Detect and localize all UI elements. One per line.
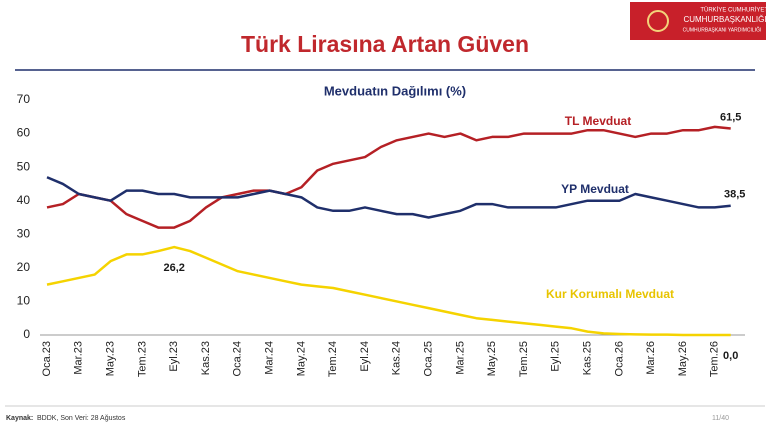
x-tick-label: May.25 (486, 341, 498, 376)
y-tick-label: 20 (17, 260, 31, 274)
logo-line: CUMHURBAŞKANI YARDIMCILIĞI (683, 26, 762, 33)
logo-line: CUMHURBAŞKANLIĞI (683, 15, 766, 24)
y-tick-label: 10 (17, 294, 31, 308)
value-label: 26,2 (163, 262, 184, 274)
source-text: BDDK, Son Veri: 28 Ağustos (37, 415, 126, 422)
y-tick-label: 50 (17, 159, 31, 173)
y-tick-label: 0 (23, 327, 30, 341)
x-tick-label: Mar.25 (454, 341, 466, 375)
x-tick-label: Kas.24 (391, 341, 403, 375)
x-tick-label: May.24 (295, 341, 307, 376)
x-tick-label: Oca.26 (613, 341, 625, 376)
x-tick-label: Eyl.25 (550, 341, 562, 372)
logo-line: TÜRKİYE CUMHURİYETİ (700, 7, 770, 14)
series-line (46, 245, 731, 337)
x-tick-label: Tem.23 (136, 341, 148, 377)
x-tick-label: Mar.24 (264, 341, 276, 375)
x-tick-label: Tem.24 (327, 341, 339, 377)
series-line (46, 125, 731, 229)
x-tick-label: Oca.24 (232, 341, 244, 376)
logo-box (630, 2, 766, 40)
x-tick-label: Oca.25 (423, 341, 435, 376)
x-tick-label: Eyl.23 (168, 341, 180, 372)
source-label: Kaynak: (6, 415, 33, 422)
logo-emblem (647, 10, 669, 32)
x-tick-label: Tem.25 (518, 341, 530, 377)
x-tick-label: Mar.23 (73, 341, 85, 375)
chart-title: Mevduatın Dağılımı (%) (324, 83, 466, 98)
value-label: 0,0 (723, 350, 738, 362)
x-tick-label: Eyl.24 (359, 341, 371, 372)
y-tick-label: 30 (17, 226, 31, 240)
x-tick-label: Mar.26 (645, 341, 657, 375)
series-line (46, 176, 731, 219)
series-label: YP Mevduat (561, 182, 629, 196)
x-tick-label: Kas.25 (582, 341, 594, 375)
x-tick-label: Tem.26 (709, 341, 721, 377)
y-tick-label: 60 (17, 126, 31, 140)
x-tick-label: May.26 (677, 341, 689, 376)
x-tick-label: Kas.23 (200, 341, 212, 375)
x-tick-label: Oca.23 (41, 341, 53, 376)
series-label: TL Mevduat (565, 114, 631, 128)
page-number: 11/40 (712, 415, 729, 422)
y-tick-label: 40 (17, 193, 31, 207)
value-label: 61,5 (720, 111, 741, 123)
x-tick-label: May.23 (105, 341, 117, 376)
value-label: 38,5 (724, 189, 745, 201)
series-label: Kur Korumalı Mevduat (546, 287, 674, 301)
slide-title: Türk Lirasına Artan Güven (241, 31, 529, 57)
y-tick-label: 70 (17, 92, 31, 106)
